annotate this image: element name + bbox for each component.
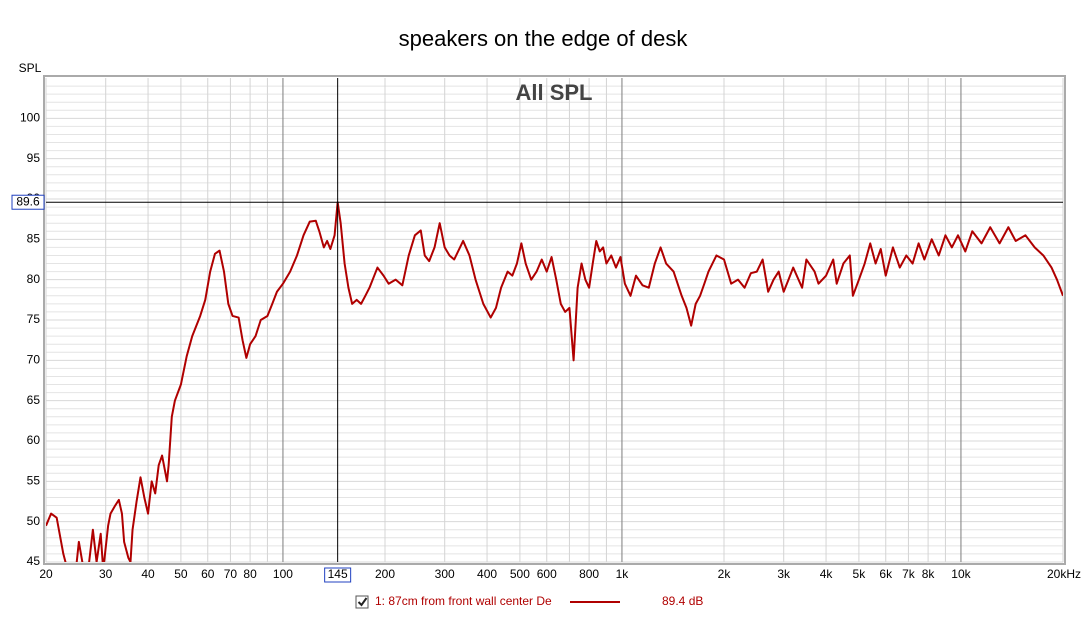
x-tick-label: 80 — [243, 567, 257, 581]
cursor-y-box — [11, 194, 45, 210]
y-tick-label: 95 — [27, 151, 41, 165]
x-tick-label: 60 — [201, 567, 215, 581]
x-tick-label: 50 — [174, 567, 188, 581]
x-tick-label: 10k — [951, 567, 971, 581]
x-tick-label: 500 — [510, 567, 530, 581]
x-tick-label: 5k — [853, 567, 867, 581]
grid — [45, 78, 1064, 563]
x-tick-label: 200 — [375, 567, 395, 581]
x-tick-label: 7k — [902, 567, 916, 581]
x-tick-label: 4k — [820, 567, 834, 581]
y-tick-label: 60 — [27, 433, 41, 447]
y-tick-label: 75 — [27, 312, 41, 326]
cursor-x-box — [324, 567, 352, 583]
x-tick-label: 6k — [879, 567, 893, 581]
x-tick-label: 600 — [537, 567, 557, 581]
x-tick-label: 8k — [922, 567, 936, 581]
legend-value: 89.4 dB — [662, 594, 703, 608]
x-tick-label: 2k — [718, 567, 732, 581]
x-tick-label: 40 — [141, 567, 155, 581]
labels: 4550556065707580859095100203040506070801… — [11, 111, 1081, 583]
y-tick-label: 55 — [27, 474, 41, 488]
series-line — [46, 201, 1063, 562]
x-tick-label: 20 — [39, 567, 53, 581]
y-tick-label: 50 — [27, 514, 41, 528]
x-tick-label: 800 — [579, 567, 599, 581]
annotation: All SPL — [515, 80, 592, 105]
x-tick-label: 1k — [616, 567, 630, 581]
y-tick-label: 70 — [27, 353, 41, 367]
y-tick-label: 85 — [27, 232, 41, 246]
x-tick-label: 3k — [777, 567, 791, 581]
legend-label: 1: 87cm from front wall center De — [375, 594, 552, 608]
x-tick-label: 30 — [99, 567, 113, 581]
x-tick-label: 20kHz — [1047, 567, 1081, 581]
y-tick-label: 45 — [27, 554, 41, 568]
x-tick-label: 100 — [273, 567, 293, 581]
chart-title: speakers on the edge of desk — [399, 26, 689, 51]
x-tick-label: 70 — [224, 567, 238, 581]
x-tick-label: 400 — [477, 567, 497, 581]
y-tick-label: 65 — [27, 393, 41, 407]
y-tick-label: 100 — [20, 111, 40, 125]
checkmark — [357, 597, 368, 607]
cursor-x-label: 145 — [328, 567, 348, 581]
y-axis-label: SPL — [19, 61, 42, 75]
legend: 1: 87cm from front wall center De 89.4 d… — [355, 594, 703, 609]
x-tick-label: 300 — [435, 567, 455, 581]
plot-area — [46, 78, 1063, 562]
cursor-y-label: 89.6 — [16, 194, 40, 208]
y-tick-label: 80 — [27, 272, 41, 286]
